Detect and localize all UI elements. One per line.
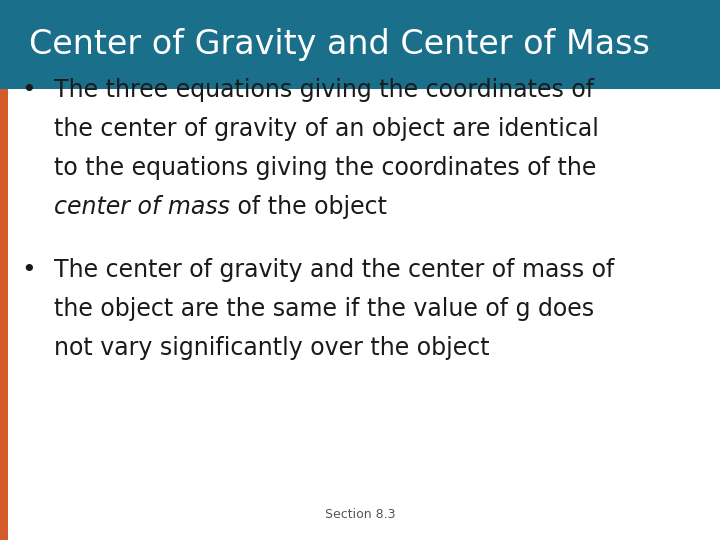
Text: center of mass: center of mass (54, 195, 230, 219)
Text: the object are the same if the value of g does: the object are the same if the value of … (54, 297, 594, 321)
Text: •: • (22, 78, 36, 102)
Bar (0, 0, 720, 89)
Text: not vary significantly over the object: not vary significantly over the object (54, 336, 490, 360)
Text: the center of gravity of an object are identical: the center of gravity of an object are i… (54, 117, 599, 141)
Bar (0, 89, 8, 540)
Text: The center of gravity and the center of mass of: The center of gravity and the center of … (54, 258, 614, 282)
Text: The three equations giving the coordinates of: The three equations giving the coordinat… (54, 78, 594, 102)
Text: •: • (22, 258, 36, 282)
Text: Center of Gravity and Center of Mass: Center of Gravity and Center of Mass (29, 28, 649, 61)
Text: to the equations giving the coordinates of the: to the equations giving the coordinates … (54, 156, 596, 180)
Text: of the object: of the object (230, 195, 387, 219)
Text: Section 8.3: Section 8.3 (325, 508, 395, 521)
